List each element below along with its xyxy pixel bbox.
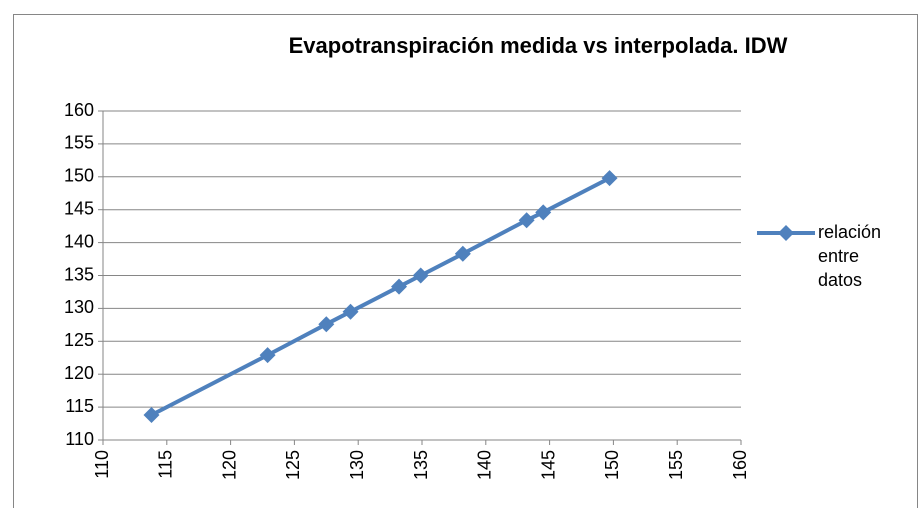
x-tick-label: 150 — [602, 450, 622, 480]
data-point — [342, 303, 359, 320]
x-tick-label: 160 — [730, 450, 750, 480]
data-point — [454, 245, 471, 262]
data-point — [535, 204, 552, 221]
data-point — [601, 170, 618, 187]
y-tick-label: 125 — [64, 330, 94, 350]
y-tick-label: 110 — [65, 429, 94, 449]
y-tick-label: 135 — [64, 264, 94, 284]
data-point — [318, 316, 335, 333]
chart-title: Evapotranspiración medida vs interpolada… — [289, 33, 788, 58]
y-tick-label: 115 — [65, 396, 94, 416]
y-tick-label: 130 — [64, 297, 94, 317]
y-tick-label: 155 — [64, 133, 94, 153]
legend-marker — [778, 225, 794, 241]
x-tick-label: 135 — [411, 450, 431, 480]
y-tick-label: 120 — [64, 363, 94, 383]
x-tick-label: 125 — [283, 450, 303, 480]
x-tick-label: 140 — [475, 450, 495, 480]
chart-frame — [13, 14, 918, 508]
y-tick-label: 140 — [64, 231, 94, 251]
data-line — [150, 176, 611, 417]
data-point — [391, 278, 408, 295]
data-point — [412, 267, 429, 284]
legend-label: relación entre datos — [818, 222, 882, 290]
data-point — [259, 347, 276, 364]
x-tick-label: 120 — [219, 450, 239, 480]
x-tick-label: 115 — [156, 450, 176, 479]
y-tick-label: 160 — [64, 100, 94, 120]
data-point — [143, 406, 160, 423]
x-tick-label: 110 — [92, 450, 112, 479]
x-tick-label: 155 — [666, 450, 686, 480]
x-tick-label: 145 — [538, 450, 558, 480]
y-tick-label: 145 — [64, 198, 94, 218]
y-tick-label: 150 — [64, 166, 94, 186]
x-tick-label: 130 — [347, 450, 367, 480]
data-point — [518, 212, 535, 229]
